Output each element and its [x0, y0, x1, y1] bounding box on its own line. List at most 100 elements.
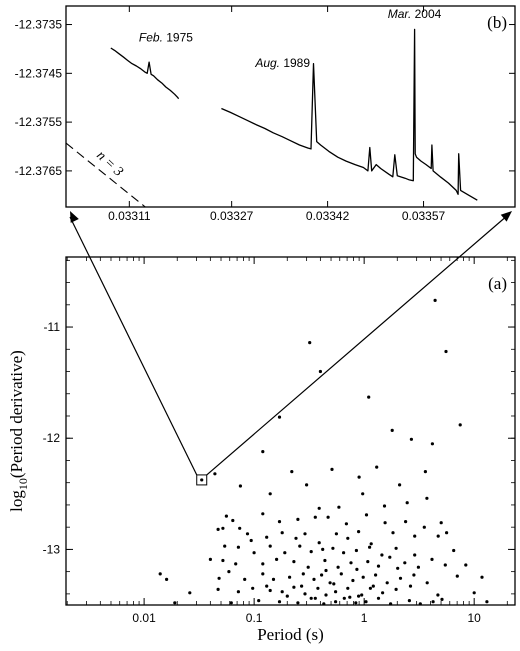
pulsar-point: [317, 506, 321, 510]
pulsar-point: [208, 557, 212, 562]
pulsar-point: [431, 600, 435, 604]
panel-a-frame: [65, 256, 516, 606]
pulsar-point: [336, 565, 340, 569]
pulsar-point: [280, 590, 284, 594]
glitch-month: Mar.: [388, 7, 412, 21]
pulsar-point: [158, 572, 162, 576]
zoom-line-right: [206, 214, 509, 476]
pulsar-point: [443, 563, 447, 567]
pulsar-point: [361, 575, 365, 579]
pulsar-point: [277, 520, 282, 524]
pulsar-point: [348, 595, 352, 599]
panel-a-main: -11-12-130.01 0.1 1 10 (a) Period (s) log10…: [7, 256, 516, 644]
pulsar-point: [238, 484, 242, 488]
pulsar-point: [213, 472, 217, 476]
panel-a-tag: (a): [488, 274, 507, 293]
pulsar-point: [422, 525, 426, 529]
pulsar-point: [385, 581, 389, 585]
pulsar-point: [445, 531, 449, 535]
pulsar-point: [394, 587, 398, 592]
pulsar-point: [165, 577, 169, 582]
pulsar-point: [346, 536, 350, 540]
pulsar-point: [305, 483, 309, 487]
pulsar-point: [354, 601, 358, 605]
pulsar-point: [320, 573, 324, 577]
pulsar-point: [217, 576, 221, 580]
pulsar-point: [485, 600, 489, 604]
a-xtick-label: 1: [361, 611, 368, 625]
pulsar-point: [337, 505, 341, 509]
pulsar-point: [357, 530, 361, 534]
pulsar-point: [326, 515, 330, 519]
pulsar-point: [324, 593, 328, 597]
glitch-year: 2004: [411, 7, 441, 21]
a-ytick-label: -12: [43, 431, 61, 445]
zoom-arrowhead-right: [500, 211, 512, 222]
a-xtick-label: 10: [467, 611, 481, 625]
pulsar-point: [261, 572, 265, 576]
pulsar-point: [268, 492, 272, 496]
pulsar-point: [403, 561, 407, 565]
pulsar-point: [412, 573, 416, 577]
pulsar-point: [416, 565, 420, 569]
pulsar-point: [312, 577, 316, 582]
pulsar-point: [231, 518, 235, 523]
pulsar-point: [313, 596, 317, 600]
pulsar-point: [251, 586, 255, 590]
panel-b-frame: [65, 5, 516, 208]
pulsar-point: [265, 535, 269, 539]
a-xtick-label: 0.1: [246, 611, 263, 625]
panel-b-tag: (b): [487, 13, 507, 32]
pulsar-point: [425, 581, 429, 585]
pulsar-point: [309, 550, 313, 554]
pulsar-point: [221, 526, 225, 530]
pulsar-point: [313, 515, 317, 519]
pulsar-point: [328, 581, 332, 585]
pulsar-point: [261, 512, 265, 516]
pulsar-point: [322, 602, 326, 606]
pulsar-point: [376, 564, 381, 568]
highlight-box: [196, 474, 208, 486]
pulsar-point: [249, 538, 253, 543]
pulsar-point: [342, 596, 346, 600]
pulsar-point: [229, 601, 233, 605]
pulsar-point: [234, 562, 238, 566]
pulsar-point: [290, 470, 294, 474]
pulsar-point: [355, 567, 359, 572]
pulsar-point: [472, 591, 476, 595]
y-axis-title-log: log: [7, 490, 26, 512]
pulsar-point: [324, 568, 328, 573]
pulsar-point: [455, 574, 459, 578]
pulsar-point: [252, 551, 256, 555]
y-axis-title-rest: (Period derivative): [7, 350, 26, 478]
glitch-year: 1975: [163, 31, 193, 45]
b-ytick-label: -12.3765: [15, 164, 63, 178]
glitch-month: Aug.: [254, 56, 280, 70]
zoom-connector-lines: [69, 211, 512, 476]
pulsar-point: [221, 558, 225, 563]
pulsar-point: [224, 514, 228, 518]
pulsar-point: [303, 532, 307, 536]
pulsar-point: [331, 546, 335, 550]
pulsar-point: [216, 527, 220, 532]
glitch-epoch-label: Mar. 2004: [388, 7, 442, 21]
pulsar-point: [389, 602, 393, 606]
pulsar-point: [303, 592, 307, 596]
pulsar-point: [321, 547, 325, 552]
pulsar-point: [361, 492, 365, 496]
pulsar-point: [413, 553, 417, 557]
pulsar-point: [407, 599, 411, 603]
pulsar-point: [368, 586, 372, 590]
pulsar-point: [430, 442, 434, 446]
pulsar-point: [257, 599, 261, 603]
pulsar-point: [430, 557, 434, 562]
b-xtick-label: 0.03311: [108, 209, 151, 223]
braking-index-label: n = 3: [93, 148, 126, 180]
pulsar-point: [339, 572, 343, 576]
pulsar-point: [364, 513, 369, 517]
zoom-arrowhead-left: [70, 211, 79, 223]
pulsar-point: [381, 591, 385, 595]
pulsar-point: [409, 437, 413, 441]
panel-a-ticks: [66, 257, 515, 605]
